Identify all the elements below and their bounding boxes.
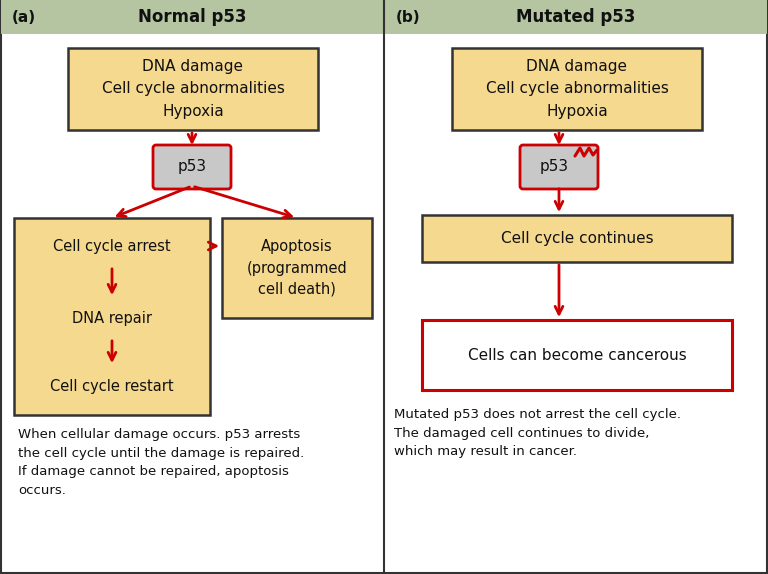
Text: DNA damage
Cell cycle abnormalities
Hypoxia: DNA damage Cell cycle abnormalities Hypo… [101,59,284,119]
Text: p53: p53 [539,160,568,174]
FancyBboxPatch shape [68,48,318,130]
Text: Apoptosis
(programmed
cell death): Apoptosis (programmed cell death) [247,239,347,297]
Text: Mutated p53: Mutated p53 [516,8,636,26]
Text: DNA damage
Cell cycle abnormalities
Hypoxia: DNA damage Cell cycle abnormalities Hypo… [485,59,668,119]
FancyBboxPatch shape [520,145,598,189]
FancyBboxPatch shape [422,215,732,262]
Text: Cells can become cancerous: Cells can become cancerous [468,347,687,363]
FancyBboxPatch shape [222,218,372,318]
Text: (b): (b) [396,10,421,25]
FancyBboxPatch shape [422,320,732,390]
Text: DNA repair: DNA repair [72,311,152,325]
Text: When cellular damage occurs. p53 arrests
the cell cycle until the damage is repa: When cellular damage occurs. p53 arrests… [18,428,304,497]
Text: Cell cycle restart: Cell cycle restart [50,378,174,394]
Text: p53: p53 [177,160,207,174]
Text: Normal p53: Normal p53 [137,8,247,26]
FancyBboxPatch shape [452,48,702,130]
Text: Mutated p53 does not arrest the cell cycle.
The damaged cell continues to divide: Mutated p53 does not arrest the cell cyc… [394,408,681,458]
Text: (a): (a) [12,10,36,25]
FancyBboxPatch shape [1,0,767,34]
FancyBboxPatch shape [153,145,231,189]
Text: Cell cycle continues: Cell cycle continues [501,231,654,246]
FancyBboxPatch shape [14,218,210,415]
Text: Cell cycle arrest: Cell cycle arrest [53,239,170,254]
